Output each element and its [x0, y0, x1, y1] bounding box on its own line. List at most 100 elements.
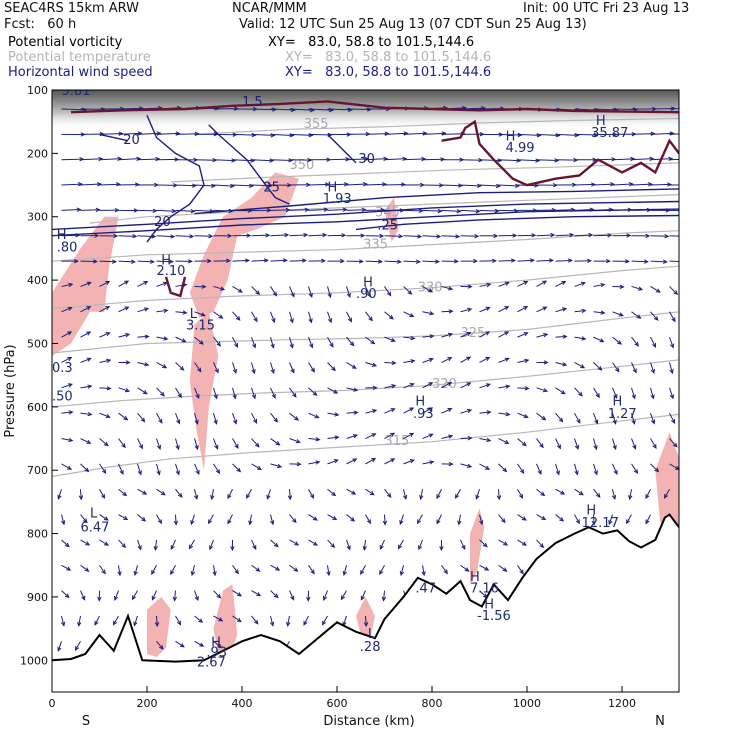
wind-arrowhead-519	[518, 493, 524, 499]
wind-arrow-546	[399, 514, 404, 525]
wind-arrow-102	[118, 184, 139, 186]
pv-contour-0	[70, 100, 679, 114]
wind-arrow-258	[574, 282, 586, 287]
wind-arrowhead-643	[286, 621, 291, 627]
wind-label-1: 25	[263, 180, 280, 195]
wind-arrow-185	[441, 235, 460, 238]
wind-arrowhead-463	[84, 467, 90, 473]
wind-arrow-553	[536, 514, 546, 520]
wind-arrow-433	[137, 438, 143, 449]
wind-arrowhead-560	[64, 542, 70, 548]
wind-arrow-182	[384, 235, 403, 237]
extrema-label-22: 35.87	[591, 126, 628, 141]
wind-arrow-526	[645, 488, 651, 499]
wind-arrow-418	[479, 411, 491, 414]
wind-arrowhead-187	[493, 233, 499, 239]
wind-arrow-372	[232, 387, 236, 399]
wind-arrowhead-534	[173, 520, 179, 526]
wind-arrowhead-287	[504, 306, 510, 311]
wind-arrowhead-626	[340, 595, 346, 601]
wind-arrowhead-363	[67, 383, 73, 388]
wind-arrowhead-313	[370, 339, 376, 345]
wind-arrowhead-274	[253, 317, 258, 323]
wind-arrow-543	[346, 514, 355, 522]
legend-pv-xy: XY= 83.0, 58.8 to 101.5,144.6	[268, 35, 475, 50]
wind-arrowhead-145	[323, 207, 329, 212]
wind-arrow-429	[61, 438, 73, 442]
wind-arrowhead-310	[309, 343, 314, 349]
wind-arrowhead-616	[151, 595, 156, 601]
wind-arrowhead-450	[467, 436, 473, 441]
wind-arrowhead-231	[68, 282, 74, 288]
wind-arrowhead-185	[455, 234, 461, 239]
extrema-label-15: H	[415, 395, 425, 410]
wind-arrow-200	[99, 260, 116, 263]
wind-arrowhead-467	[156, 470, 161, 476]
wind-arrow-603	[379, 565, 385, 575]
wind-arrow-413	[384, 408, 395, 414]
wind-arrowhead-300	[125, 333, 131, 338]
wind-arrowhead-624	[306, 596, 311, 602]
wind-arrow-570	[251, 539, 257, 550]
wind-arrowhead-420	[523, 413, 529, 419]
extrema-label-29: .47	[415, 582, 436, 597]
wind-arrow-299	[99, 332, 110, 338]
wind-arrow-592	[170, 565, 176, 575]
wind-arrow-88	[479, 159, 502, 162]
wind-arrowhead-218	[453, 259, 459, 264]
wind-arrow-108	[232, 184, 253, 187]
wind-arrow-396	[61, 411, 73, 414]
wind-arrowhead-546	[399, 520, 404, 526]
wind-arrowhead-335	[162, 364, 168, 369]
wind-arrowhead-408	[294, 416, 300, 421]
wind-arrow-648	[57, 641, 62, 651]
wind-arrowhead-168	[132, 234, 138, 239]
wind-arrow-91	[536, 159, 559, 162]
wind-arrowhead-495	[57, 494, 62, 500]
wind-arrowhead-552	[521, 516, 527, 521]
wind-arrowhead-409	[314, 414, 320, 419]
wind-arrow-461	[669, 438, 678, 448]
wind-contour-2	[327, 133, 357, 164]
wind-arrowhead-271	[200, 312, 206, 317]
wind-arrowhead-501	[177, 492, 183, 498]
wind-arrow-297	[61, 331, 72, 338]
wind-arrowhead-458	[612, 445, 617, 451]
wind-arrowhead-520	[540, 491, 546, 497]
wind-arrow-313	[365, 336, 375, 345]
wind-arrowhead-113	[343, 182, 349, 187]
init-time: Init: 00 UTC Fri 23 Aug 13	[523, 1, 690, 16]
wind-arrowhead-273	[235, 316, 241, 321]
wind-arrowhead-344	[331, 366, 336, 372]
wind-arrow-12	[289, 108, 314, 111]
wind-arrow-425	[612, 413, 617, 424]
wind-arrowhead-316	[429, 334, 435, 339]
pv-shade-region-7	[147, 596, 171, 658]
extrema-label-9: L	[90, 507, 98, 522]
wind-arrow-190	[536, 234, 555, 237]
terrain-line	[52, 513, 679, 663]
wind-arrow-310	[308, 336, 313, 348]
wind-arrow-639	[213, 615, 223, 622]
wind-arrowhead-509	[331, 491, 337, 497]
wind-arrow-215	[384, 260, 401, 263]
wind-arrowhead-304	[199, 340, 204, 345]
wind-arrow-342	[289, 362, 295, 373]
wind-arrowhead-282	[409, 313, 415, 318]
wind-arrow-303	[175, 336, 186, 343]
extrema-label-0: 5.81	[62, 84, 91, 99]
wind-arrow-400	[137, 412, 145, 422]
wind-arrowhead-394	[650, 394, 655, 400]
extrema-label-34: H	[211, 635, 221, 650]
wind-arrowhead-383	[447, 382, 453, 387]
wind-arrow-464	[99, 463, 107, 474]
wind-arrow-133	[80, 209, 100, 211]
wind-arrowhead-410	[334, 412, 340, 417]
y-tick-label-900: 900	[27, 591, 48, 604]
wind-arrowhead-186	[474, 233, 480, 239]
wind-arrow-431	[99, 438, 109, 446]
wind-arrow-326	[612, 336, 622, 345]
wind-arrowhead-191	[569, 232, 575, 238]
wind-arrow-183	[403, 235, 422, 238]
wind-arrowhead-485	[502, 467, 508, 473]
